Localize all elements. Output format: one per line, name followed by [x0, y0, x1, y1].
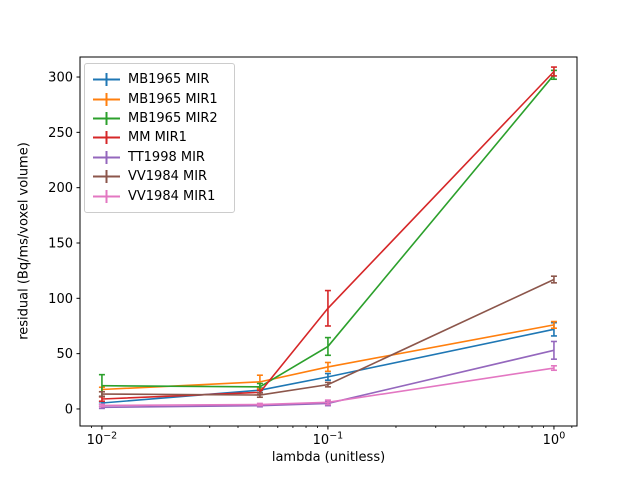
- legend: MB1965 MIR MB1965 MIR1 MB1965 MIR2 MM MIR1 T…: [84, 63, 235, 213]
- series-line: [101, 278, 555, 396]
- y-tick-label: 200: [48, 181, 73, 196]
- series-line: [101, 74, 555, 388]
- legend-key-icon: [93, 131, 120, 145]
- legend-item: TT1998 MIR: [93, 150, 226, 165]
- legend-item-label: MB1965 MIR1: [128, 91, 218, 107]
- legend-item-label: VV1984 MIR1: [128, 188, 216, 204]
- y-tick-label: 250: [48, 126, 73, 141]
- legend-key-icon: [93, 73, 120, 87]
- legend-item-label: VV1984 MIR: [128, 169, 208, 185]
- legend-item: VV1984 MIR1: [93, 189, 226, 204]
- y-tick-label: 300: [48, 71, 73, 86]
- legend-key-icon: [93, 112, 120, 126]
- plot-border: [79, 56, 578, 427]
- legend-item-label: MM MIR1: [128, 130, 187, 146]
- y-axis-label: residual (Bq/ms/voxel volume): [16, 142, 32, 340]
- y-tick-label: 50: [56, 347, 73, 362]
- legend-item-label: MB1965 MIR: [128, 72, 210, 88]
- y-tick-label: 100: [48, 292, 73, 307]
- series-vv1984-mir: [98, 275, 557, 399]
- legend-key-icon: [93, 92, 120, 106]
- legend-item-label: TT1998 MIR: [128, 149, 205, 165]
- x-tick-label: 10−2: [87, 431, 118, 449]
- y-tick-label: 0: [65, 402, 73, 417]
- series-line: [101, 349, 555, 409]
- legend-key-icon: [93, 150, 120, 164]
- series-line: [101, 70, 555, 400]
- x-tick-label: 10−1: [313, 431, 344, 449]
- legend-item: MB1965 MIR1: [93, 92, 226, 107]
- legend-key-icon: [93, 189, 120, 203]
- legend-item: MM MIR1: [93, 130, 226, 145]
- legend-item-label: MB1965 MIR2: [128, 111, 218, 127]
- legend-item: MB1965 MIR2: [93, 111, 226, 126]
- legend-key-icon: [93, 170, 120, 184]
- x-axis-label: lambda (unitless): [271, 450, 386, 465]
- x-tick-label: 100: [543, 431, 566, 449]
- legend-item: VV1984 MIR: [93, 169, 226, 184]
- legend-item: MB1965 MIR: [93, 72, 226, 87]
- y-tick-label: 150: [48, 236, 73, 251]
- series-vv1984-mir1: [98, 365, 557, 408]
- series-line: [101, 367, 555, 407]
- series-line: [101, 328, 555, 404]
- series-mb1965-mir2: [98, 69, 557, 398]
